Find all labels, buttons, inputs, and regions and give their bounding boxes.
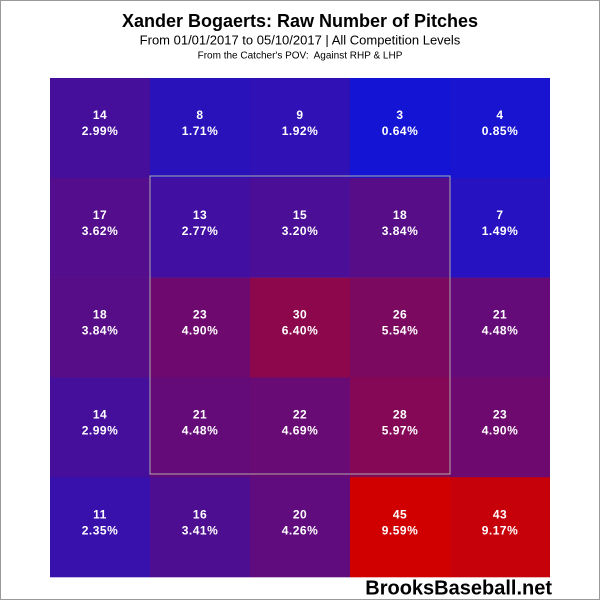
heat-cell	[250, 377, 350, 478]
cell-count: 18	[393, 208, 407, 222]
cell-percent: 2.35%	[82, 523, 119, 537]
chart-subtitle: From 01/01/2017 to 05/10/2017 | All Comp…	[140, 32, 461, 47]
cell-count: 13	[193, 208, 207, 222]
strike-zone	[149, 175, 451, 475]
heat-cell	[450, 377, 550, 478]
cell-percent: 3.41%	[182, 523, 219, 537]
cell-percent: 2.99%	[82, 124, 119, 138]
cell-percent: 4.48%	[482, 324, 519, 338]
cell-percent: 0.85%	[482, 124, 519, 138]
cell-percent: 3.20%	[282, 224, 319, 238]
cell-percent: 0.64%	[382, 124, 419, 138]
chart-title: Xander Bogaerts: Raw Number of Pitches	[122, 11, 478, 31]
heat-cell	[450, 277, 550, 378]
cell-count: 26	[393, 308, 407, 322]
chart-note: From the Catcher's POV: Against RHP & LH…	[198, 51, 403, 62]
cell-percent: 6.40%	[282, 324, 319, 338]
cell-count: 30	[293, 308, 307, 322]
cell-percent: 4.90%	[182, 324, 219, 338]
cell-count: 7	[496, 208, 503, 222]
heat-cell	[150, 177, 250, 278]
heat-cell	[350, 377, 450, 478]
cell-percent: 4.69%	[282, 423, 319, 437]
cell-percent: 5.54%	[382, 324, 419, 338]
heat-cell	[250, 177, 350, 278]
cell-percent: 4.48%	[182, 423, 219, 437]
heat-cell	[450, 477, 550, 578]
heat-cell	[250, 277, 350, 378]
cell-count: 9	[296, 108, 303, 122]
cell-percent: 3.62%	[82, 224, 119, 238]
heat-cell	[350, 177, 450, 278]
cell-count: 15	[293, 208, 307, 222]
cell-percent: 3.84%	[382, 224, 419, 238]
heat-cell	[50, 177, 150, 278]
cell-percent: 2.99%	[82, 423, 119, 437]
cell-percent: 3.84%	[82, 324, 119, 338]
cell-count: 17	[93, 208, 107, 222]
heat-cell	[450, 78, 550, 179]
cell-count: 18	[93, 308, 107, 322]
cell-count: 45	[393, 507, 407, 521]
heat-cell	[350, 78, 450, 179]
cell-percent: 1.92%	[282, 124, 319, 138]
heat-cell	[250, 477, 350, 578]
cell-count: 21	[193, 407, 207, 421]
cell-count: 16	[193, 507, 207, 521]
watermark: BrooksBaseball.net	[365, 577, 552, 599]
heat-cell	[150, 377, 250, 478]
heatmap: 14 2.99% 8 1.71% 9 1.92% 3 0.64% 4 0.85% 17 3.62% 13…	[50, 78, 550, 578]
cell-count: 20	[293, 507, 307, 521]
heat-cell	[50, 477, 150, 578]
heat-cell	[450, 177, 550, 278]
cell-count: 8	[196, 108, 203, 122]
cell-count: 3	[396, 108, 403, 122]
cell-count: 43	[493, 507, 507, 521]
cell-percent: 5.97%	[382, 423, 419, 437]
heat-cell	[50, 377, 150, 478]
heat-cell	[50, 277, 150, 378]
cell-percent: 9.59%	[382, 523, 419, 537]
heat-cell	[50, 78, 150, 179]
cell-percent: 4.90%	[482, 423, 519, 437]
heat-cell	[350, 277, 450, 378]
cell-count: 23	[193, 308, 207, 322]
cell-percent: 2.77%	[182, 224, 219, 238]
cell-count: 22	[293, 407, 307, 421]
cell-count: 14	[93, 407, 107, 421]
cell-count: 23	[493, 407, 507, 421]
cell-count: 28	[393, 407, 407, 421]
heat-cell	[150, 277, 250, 378]
heat-cell	[350, 477, 450, 578]
cell-count: 14	[93, 108, 107, 122]
cell-percent: 1.49%	[482, 224, 519, 238]
cell-count: 4	[496, 108, 503, 122]
cell-percent: 9.17%	[482, 523, 519, 537]
heat-cell	[150, 477, 250, 578]
cell-count: 11	[93, 507, 107, 521]
heat-cell	[150, 78, 250, 179]
cell-percent: 1.71%	[182, 124, 219, 138]
cell-count: 21	[493, 308, 507, 322]
cell-percent: 4.26%	[282, 523, 319, 537]
heat-cell	[250, 78, 350, 179]
